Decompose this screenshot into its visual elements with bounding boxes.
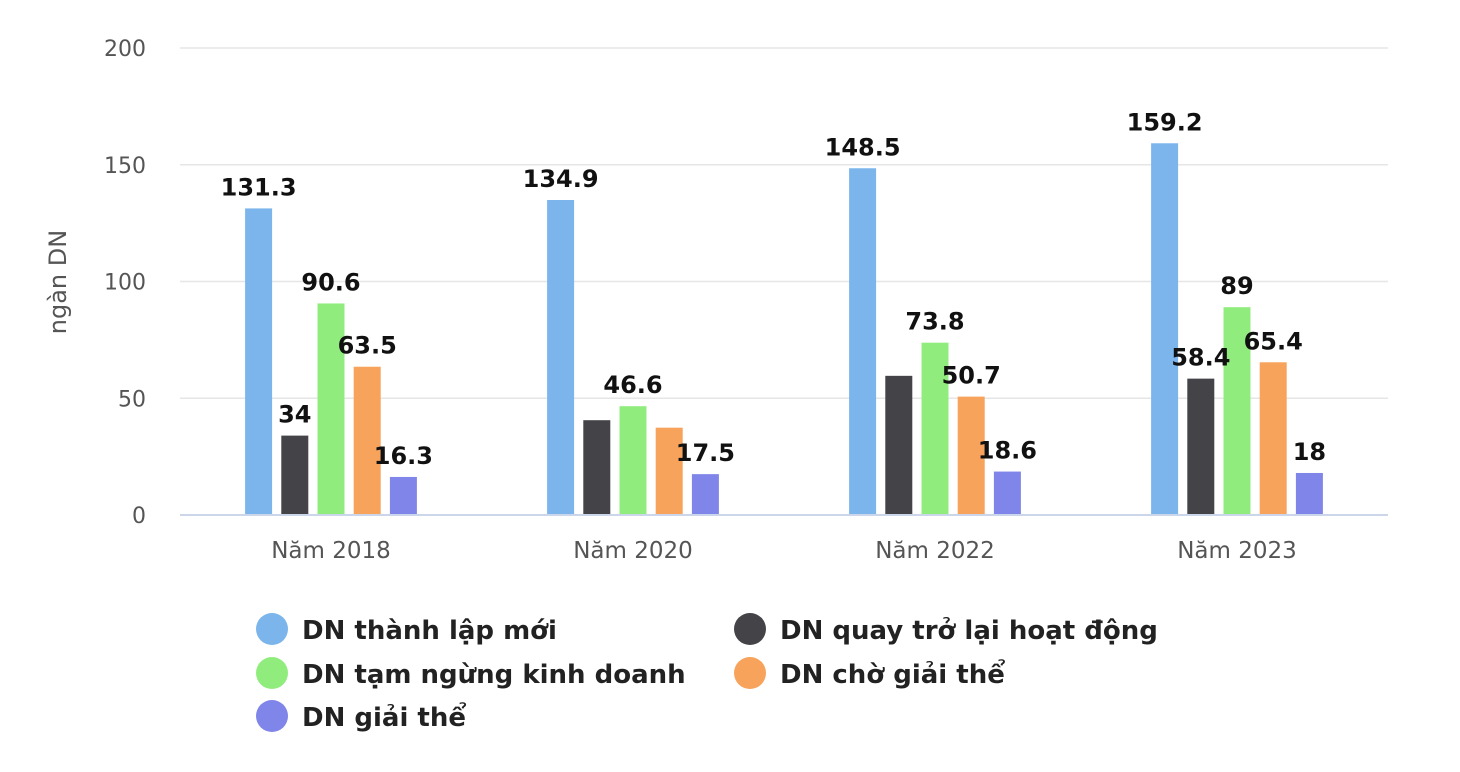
legend-item[interactable]: DN chờ giải thể [734, 657, 1005, 690]
legend-swatch [256, 700, 288, 732]
legend-swatch [734, 613, 766, 645]
data-label: 65.4 [1244, 327, 1303, 355]
legend-label: DN giải thể [302, 700, 466, 733]
legend-item[interactable]: DN giải thể [256, 700, 466, 733]
data-label: 58.4 [1171, 344, 1230, 372]
data-label: 18.6 [978, 437, 1037, 465]
data-label: 131.3 [221, 173, 297, 201]
legend-item[interactable]: DN thành lập mới [256, 613, 557, 646]
legend-item[interactable]: DN quay trở lại hoạt động [734, 613, 1158, 646]
data-label: 73.8 [905, 308, 964, 336]
legend-label: DN quay trở lại hoạt động [780, 615, 1158, 646]
legend-swatch [256, 657, 288, 689]
bar-1-2[interactable] [547, 200, 575, 516]
bar-2-3[interactable] [885, 375, 913, 515]
y-tick-label: 200 [104, 37, 146, 62]
y-axis-title: ngàn DN [44, 230, 72, 334]
bar-4-1[interactable] [353, 366, 381, 515]
y-tick-label: 50 [118, 387, 146, 412]
data-label: 89 [1220, 272, 1253, 300]
data-label: 50.7 [942, 362, 1001, 390]
data-label: 46.6 [603, 371, 662, 399]
legend-swatch [734, 657, 766, 689]
bar-5-2[interactable] [691, 474, 719, 515]
legend-label: DN tạm ngừng kinh doanh [302, 660, 686, 690]
bar-3-2[interactable] [619, 406, 647, 515]
bar-2-2[interactable] [583, 420, 611, 515]
bar-4-4[interactable] [1259, 362, 1287, 515]
bar-3-1[interactable] [317, 303, 345, 515]
data-labels: 131.3 34 90.6 63.5 16.3 134.9 46.6 17.5 148.5 73.… [221, 108, 1326, 470]
data-label: 90.6 [301, 268, 360, 296]
legend-label: DN chờ giải thể [780, 657, 1005, 690]
x-category-label: Năm 2020 [573, 538, 693, 564]
data-label: 63.5 [338, 332, 397, 360]
bar-3-4[interactable] [1223, 307, 1251, 515]
y-tick-label: 150 [104, 154, 146, 179]
bar-4-2[interactable] [655, 427, 683, 515]
bar-1-1[interactable] [245, 208, 273, 516]
bar-5-1[interactable] [389, 476, 417, 515]
data-label: 159.2 [1127, 108, 1203, 136]
data-label: 18 [1293, 438, 1326, 466]
data-label: 17.5 [676, 439, 735, 467]
gridlines [180, 47, 1388, 399]
y-tick-label: 0 [132, 504, 146, 529]
y-tick-label: 100 [104, 271, 146, 296]
legend-swatch [256, 613, 288, 645]
legend: DN thành lập mới DN quay trở lại hoạt độn… [256, 613, 1158, 733]
x-category-label: Năm 2018 [271, 538, 391, 564]
data-label: 34 [278, 401, 311, 429]
data-label: 148.5 [825, 133, 901, 161]
data-label: 134.9 [523, 165, 599, 193]
bar-5-3[interactable] [993, 471, 1021, 515]
x-category-label: Năm 2023 [1177, 538, 1297, 564]
bar-2-1[interactable] [281, 435, 309, 515]
bar-3-3[interactable] [921, 342, 949, 515]
bar-1-3[interactable] [849, 168, 877, 515]
bar-4-3[interactable] [957, 396, 985, 515]
legend-label: DN thành lập mới [302, 616, 557, 646]
bar-1-4[interactable] [1151, 143, 1179, 515]
y-axis-ticks: 0 50 100 150 200 [104, 37, 146, 529]
x-category-label: Năm 2022 [875, 538, 995, 564]
data-label: 16.3 [374, 442, 433, 470]
bars [245, 143, 1323, 516]
bar-5-4[interactable] [1295, 472, 1323, 515]
bar-2-4[interactable] [1187, 378, 1215, 515]
legend-item[interactable]: DN tạm ngừng kinh doanh [256, 657, 686, 690]
x-axis-categories: Năm 2018 Năm 2020 Năm 2022 Năm 2023 [271, 538, 1297, 564]
